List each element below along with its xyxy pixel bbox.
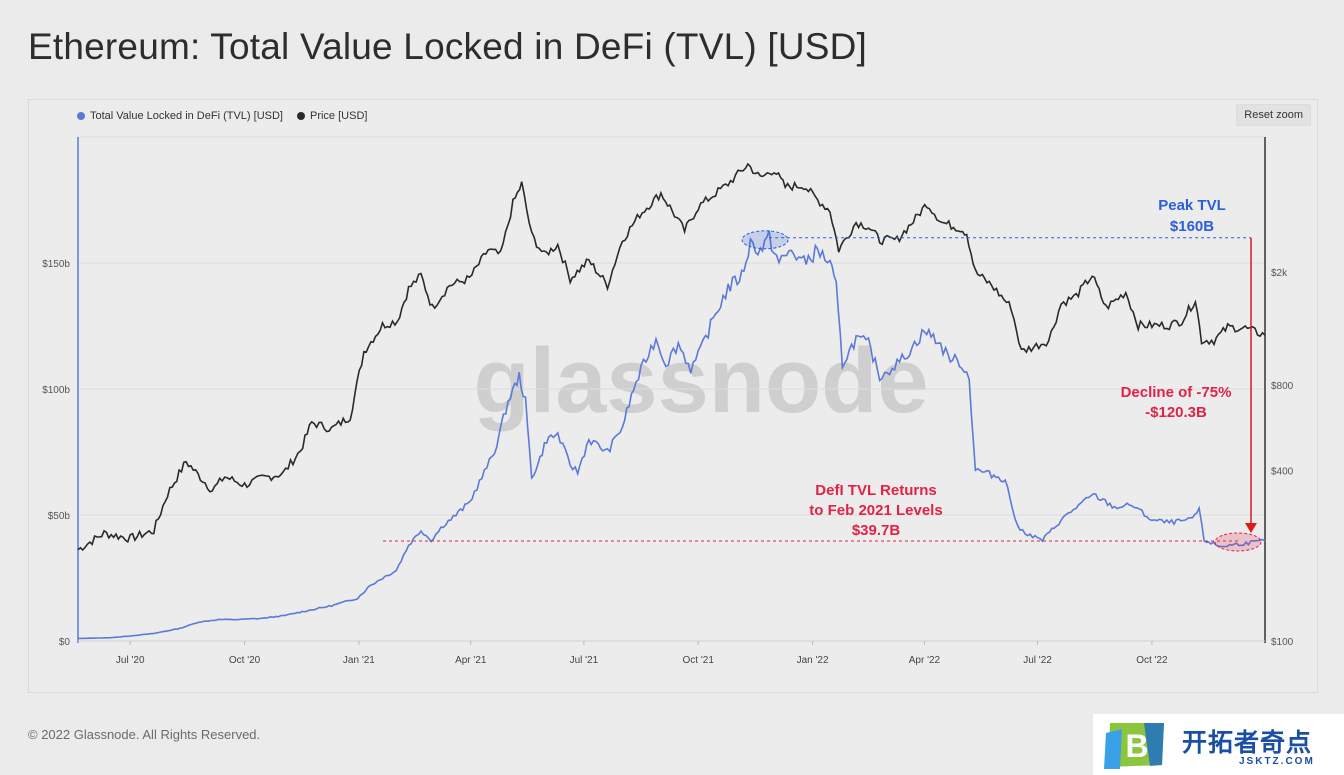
legend-marker-price [296,112,305,120]
peak-highlight-ellipse [741,230,789,250]
peak-label-value: $160B [1170,218,1214,235]
price-series-line [77,162,1266,552]
x-tick-label: Jan '22 [797,655,829,666]
decline-label-title: Decline of -75% [1121,384,1232,401]
legend-item-tvl[interactable]: Total Value Locked in DeFi (TVL) [USD] [77,110,283,122]
x-tick-label: Jan '21 [343,655,375,666]
legend-label-tvl: Total Value Locked in DeFi (TVL) [USD] [90,110,283,122]
x-tick-label: Apr '21 [455,655,487,666]
chart-legend: Total Value Locked in DeFi (TVL) [USD] P… [77,110,367,122]
decline-arrow-head [1245,522,1257,533]
returns-label-line2: to Feb 2021 Levels [809,502,942,519]
y-left-tick-label: $150b [42,259,70,270]
chart-plot[interactable]: glassnode$0$50b$100b$150b$100$400$800$2k… [29,100,1317,692]
page-title: Ethereum: Total Value Locked in DeFi (TV… [28,26,868,67]
brand-logo-icon: B [1104,723,1164,769]
y-left-tick-label: $50b [48,511,71,522]
y-right-tick-label: $100 [1271,637,1294,648]
chart-panel: Total Value Locked in DeFi (TVL) [USD] P… [28,99,1318,693]
x-tick-label: Jul '21 [570,655,599,666]
x-tick-label: Oct '20 [229,655,261,666]
x-tick-label: Apr '22 [909,655,941,666]
y-right-tick-label: $400 [1271,466,1294,477]
brand-badge: B 开拓者奇点 JSKTZ.COM [1093,714,1344,775]
x-tick-label: Oct '21 [683,655,715,666]
y-right-tick-label: $2k [1271,268,1288,279]
peak-label-title: Peak TVL [1158,197,1226,214]
decline-label-value: -$120.3B [1145,404,1207,421]
y-left-tick-label: $0 [59,637,71,648]
y-right-tick-label: $800 [1271,381,1294,392]
x-tick-label: Jul '22 [1023,655,1052,666]
returns-label-value: $39.7B [852,522,901,539]
legend-item-price[interactable]: Price [USD] [296,110,368,122]
returns-highlight-ellipse [1214,532,1262,552]
y-left-tick-label: $100b [42,385,70,396]
legend-marker-tvl [77,112,85,120]
x-tick-label: Jul '20 [116,655,145,666]
legend-label-price: Price [USD] [309,110,368,122]
returns-label-line1: DefI TVL Returns [815,482,936,499]
brand-name: 开拓者奇点 [1182,729,1313,757]
brand-logo-letter: B [1125,728,1148,764]
tvl-series-line [77,230,1266,640]
reset-zoom-button[interactable]: Reset zoom [1236,104,1311,126]
footer-copyright: © 2022 Glassnode. All Rights Reserved. [28,727,261,742]
x-tick-label: Oct '22 [1136,655,1168,666]
brand-domain: JSKTZ.COM [1239,756,1315,767]
